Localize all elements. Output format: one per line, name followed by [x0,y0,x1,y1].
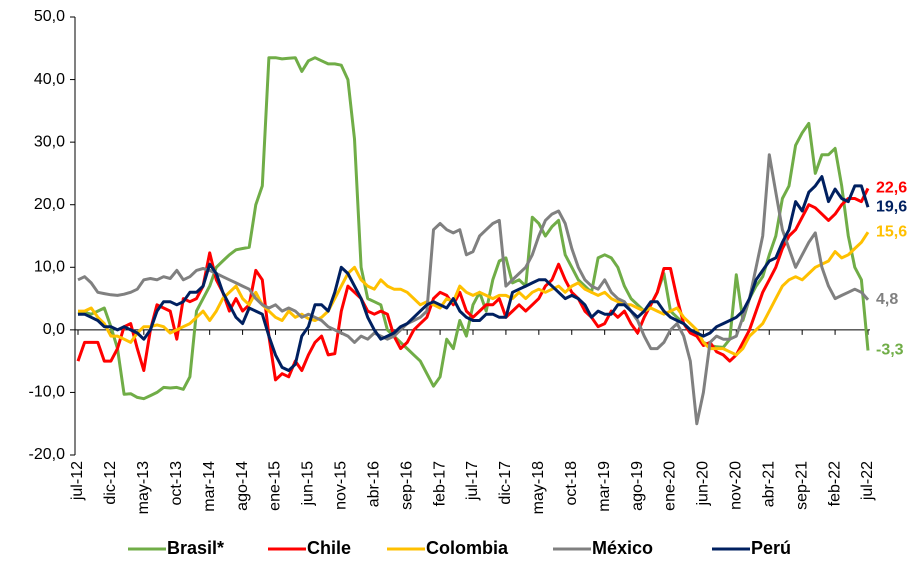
series-line [77,56,870,401]
legend-label: Brasil* [167,538,224,558]
legend-label: Perú [751,538,791,558]
value-label: 15,6 [876,223,907,240]
x-tick-label: feb-22 [826,461,843,506]
y-tick-label: 30,0 [34,133,65,150]
x-tick-label: abr-21 [760,461,777,507]
y-tick-label: 50,0 [34,8,65,25]
y-tick-label: -10,0 [29,384,66,401]
x-tick-label: dic-12 [102,461,119,505]
series-line [77,153,870,426]
x-tick-label: dic-17 [497,461,514,505]
value-label: 22,6 [876,180,907,197]
x-tick-label: abr-16 [365,461,382,507]
x-tick-label: jul-22 [859,461,876,501]
legend-label: Colombia [426,538,509,558]
x-tick-label: may-13 [135,461,152,514]
series-line [76,187,870,382]
x-tick-label: ago-14 [234,461,251,511]
x-tick-label: oct-13 [168,461,185,506]
x-tick-label: may-18 [530,461,547,514]
legend-label: México [592,538,653,558]
value-label: 19,6 [876,198,907,215]
x-tick-label: sep-16 [398,461,415,510]
legend-label: Chile [307,538,351,558]
x-tick-label: nov-15 [333,461,350,510]
x-tick-label: mar-14 [201,461,218,512]
x-tick-label: jul-12 [69,461,86,501]
series-line [78,231,870,357]
x-tick-label: nov-20 [728,461,745,510]
value-label: -3,3 [876,342,904,359]
y-tick-label: 40,0 [34,71,65,88]
x-tick-label: feb-17 [431,461,448,506]
y-tick-label: 10,0 [34,259,65,276]
x-tick-label: jul-17 [464,461,481,501]
y-tick-label: -20,0 [29,446,66,463]
x-tick-label: mar-19 [596,461,613,512]
y-tick-label: 0,0 [43,321,65,338]
y-tick-label: 20,0 [34,196,65,213]
series-line [78,175,870,372]
x-tick-label: jun-20 [695,461,712,507]
x-tick-label: ago-19 [629,461,646,511]
x-tick-label: oct-18 [563,461,580,506]
x-tick-label: ene-15 [267,461,284,511]
x-tick-label: sep-21 [793,461,810,510]
value-label: 4,8 [876,291,898,308]
x-tick-label: ene-20 [662,461,679,511]
x-tick-label: jun-15 [300,461,317,507]
